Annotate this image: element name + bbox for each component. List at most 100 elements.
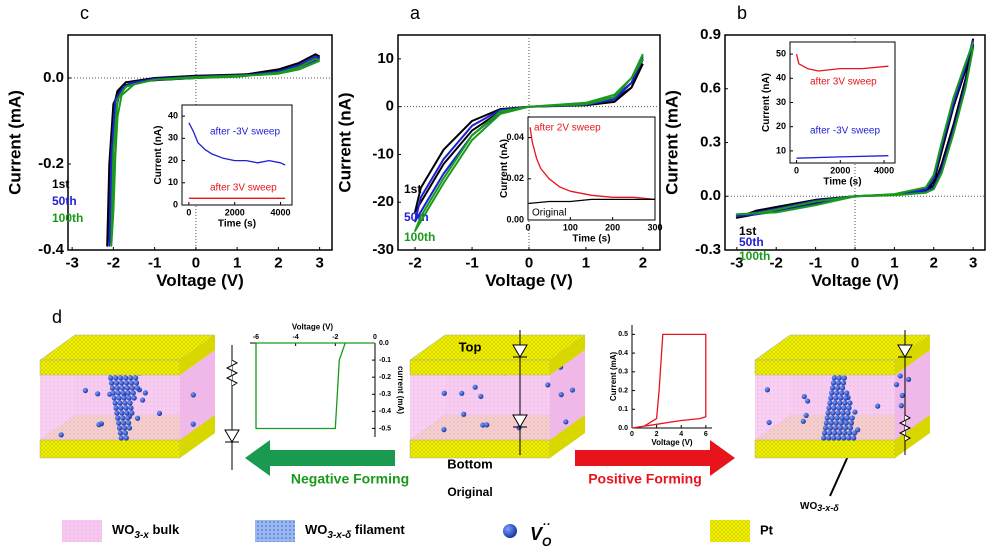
filament-dot (133, 375, 139, 381)
y-axis-label: Current (mA) (5, 90, 24, 195)
filament-dot (124, 385, 131, 391)
top-electrode (754, 359, 896, 376)
filament-dot (832, 425, 839, 431)
y-tick-label: 50 (776, 48, 786, 58)
label-sub: 3-x-δ (327, 530, 352, 541)
filament-dot (841, 405, 847, 411)
vacancy (875, 403, 881, 409)
bottom-electrode (754, 439, 896, 459)
circuit-symbol (512, 330, 528, 455)
x-tick-label: -2 (332, 334, 338, 341)
x-tick-label: 0 (630, 431, 634, 438)
y-tick-label: 0.2 (618, 387, 628, 394)
vacancy (472, 384, 478, 390)
filament-dot (843, 420, 849, 426)
filament-dot (130, 390, 136, 396)
filament-dot (126, 425, 133, 431)
x-tick-label: -4 (293, 334, 299, 341)
y-tick-label: 0.9 (700, 26, 721, 43)
filament-dot (118, 380, 125, 386)
filament-dot (851, 435, 857, 441)
diode (512, 414, 528, 428)
filament-dot (121, 420, 127, 426)
arrow (245, 440, 395, 476)
x-tick-label: 0 (186, 207, 191, 217)
y-axis-label: Current (nA) (153, 126, 164, 185)
series-label: 100th (52, 211, 83, 225)
filament-dot (827, 425, 834, 431)
arrow-label: Negative Forming (291, 471, 409, 487)
filament-dot (841, 435, 847, 441)
legend-swatch (255, 520, 295, 542)
filament-dot (829, 385, 836, 391)
y-tick-label: 30 (168, 133, 178, 143)
circuit-symbol (224, 345, 240, 470)
y-tick-label: 20 (776, 121, 786, 131)
filament-dot (837, 400, 843, 406)
x-tick-label: 1 (233, 254, 241, 271)
filament-dot (125, 415, 131, 421)
vacancy (569, 387, 576, 393)
x-tick-label: 3 (315, 254, 323, 271)
filament-dot (125, 390, 131, 396)
vacancy (95, 391, 101, 397)
top-electrode (39, 359, 181, 376)
x-axis-label: Voltage (V) (811, 271, 899, 290)
filament-dot (828, 395, 834, 401)
panel-label: c (80, 3, 89, 23)
y-tick-label: 0.0 (700, 187, 721, 204)
plot-frame (527, 116, 656, 221)
filament-dot (838, 420, 844, 426)
filament-dot (110, 390, 116, 396)
circuit-symbol (897, 330, 913, 455)
y-axis-label: Current (nA) (761, 73, 772, 132)
filament-dot (128, 375, 134, 381)
filament-dot (836, 405, 842, 411)
filament-dot (116, 425, 123, 431)
filament-dot (842, 400, 848, 406)
y-tick-label: 0.4 (618, 350, 628, 357)
y-tick-label: -0.2 (38, 155, 64, 172)
chart: 0 100 200 300 0.00 0.02 0.04 Time (s) Current (n… (499, 116, 663, 245)
filament-dot (126, 395, 132, 401)
series-label: 1st (52, 177, 69, 191)
filament-dot (113, 405, 119, 411)
label-text: filament (351, 522, 405, 537)
y-tick-label: 0.6 (700, 80, 721, 97)
filament-dot (123, 435, 129, 441)
filament-dot (108, 380, 115, 386)
vacancy (805, 398, 811, 404)
series-line (527, 198, 655, 205)
filament-dot (121, 395, 127, 401)
x-tick-label: 4000 (271, 207, 291, 217)
filament-dot (840, 410, 846, 416)
x-axis-label: Voltage (V) (651, 438, 693, 447)
filament-dot (129, 410, 135, 416)
diode (512, 344, 528, 358)
y-tick-label: 30 (776, 97, 786, 107)
filament-dot (122, 400, 128, 406)
y-tick-label: -0.3 (695, 241, 721, 258)
filament-dot (831, 430, 838, 436)
x-tick-label: 0 (525, 254, 533, 271)
filament-dot (830, 380, 837, 386)
x-tick-label: -6 (253, 334, 259, 341)
y-axis-label: Current (mA) (662, 90, 681, 195)
layer-label: Top (459, 339, 482, 354)
y-tick-label: 10 (377, 50, 394, 67)
series-line (735, 41, 975, 216)
series-label: 100th (404, 230, 435, 244)
vacancy (801, 393, 807, 400)
legend-swatch (503, 524, 517, 538)
filament-dot (114, 385, 121, 391)
y-tick-label: 40 (776, 73, 786, 83)
x-tick-label: 4 (679, 431, 683, 438)
x-axis-label: Voltage (V) (485, 271, 573, 290)
label-sub: O (542, 535, 552, 549)
series-label: after 3V sweep (810, 77, 877, 88)
chart: 0 2 4 6 0.0 0.1 0.2 0.3 0.4 0.5 Voltage (V) Current… (609, 325, 712, 447)
x-tick-label: -1 (465, 254, 478, 271)
device (39, 334, 216, 459)
legend-label: VO ·· (530, 517, 552, 549)
device (409, 334, 586, 459)
